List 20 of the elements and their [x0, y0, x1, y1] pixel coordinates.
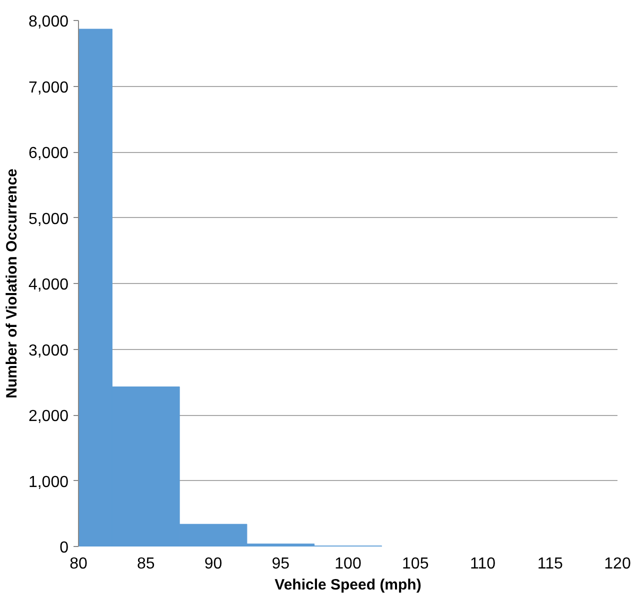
x-axis-title: Vehicle Speed (mph) — [274, 576, 422, 594]
y-tick-label: 6,000 — [28, 145, 69, 162]
x-tick-label: 110 — [470, 556, 496, 572]
y-tick-label: 1,000 — [28, 474, 69, 491]
y-tick-label: 5,000 — [28, 210, 69, 228]
y-tick-label: 2,000 — [28, 408, 69, 425]
y-tick-label: 8,000 — [28, 14, 69, 30]
x-tick-label: 105 — [402, 556, 429, 572]
x-tick-label: 120 — [604, 556, 631, 572]
y-tick-label: 0 — [60, 540, 69, 556]
x-tick-label: 115 — [537, 556, 563, 572]
y-tick-label: 3,000 — [28, 342, 69, 360]
y-axis-title: Number of Violation Occurrence — [3, 168, 20, 398]
x-tick-label: 100 — [334, 556, 362, 572]
y-tick-label: 7,000 — [28, 79, 69, 96]
x-tick-label: 80 — [70, 556, 88, 572]
x-tick-label: 90 — [204, 556, 222, 572]
x-tick-label: 95 — [272, 556, 290, 572]
x-tick-label: 85 — [136, 556, 155, 572]
y-tick-label: 4,000 — [28, 276, 69, 294]
